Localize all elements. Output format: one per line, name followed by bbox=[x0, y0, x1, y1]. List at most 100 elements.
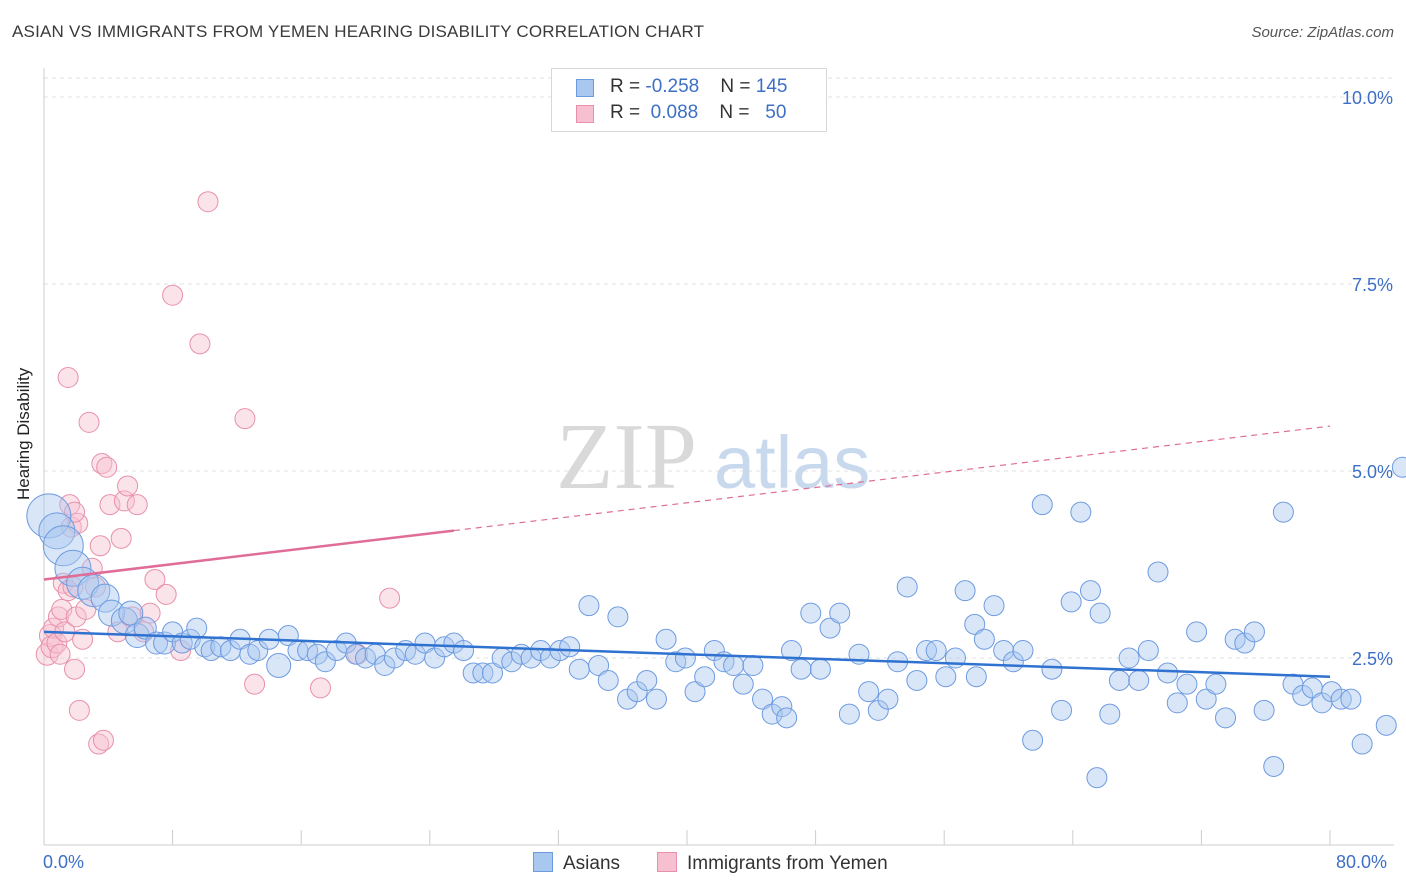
asians-point bbox=[1215, 707, 1237, 729]
asians-point bbox=[790, 658, 812, 680]
yemen-point bbox=[189, 333, 211, 355]
asians-point bbox=[965, 666, 987, 688]
yemen-trend-line-dashed bbox=[453, 425, 1331, 532]
asians-point bbox=[42, 525, 84, 567]
legend-stats-yemen: R = 0.088 N = 50 bbox=[610, 102, 786, 124]
asians-point bbox=[829, 602, 851, 624]
asians-point bbox=[153, 631, 177, 655]
legend-n-label: N = bbox=[720, 76, 756, 97]
trend-lines bbox=[43, 425, 1331, 678]
asians-point bbox=[1089, 602, 1111, 624]
yemen-point bbox=[309, 677, 331, 699]
asians-point bbox=[935, 666, 957, 688]
yemen-point bbox=[89, 535, 111, 557]
asians-point bbox=[1108, 669, 1130, 691]
asians-point bbox=[877, 688, 899, 710]
asians-point bbox=[694, 666, 716, 688]
asians-point bbox=[684, 681, 706, 703]
asians-point bbox=[645, 688, 667, 710]
legend-r-label: R = bbox=[610, 76, 646, 97]
yemen-point bbox=[244, 673, 266, 695]
yemen-point bbox=[126, 494, 148, 516]
asians-point bbox=[1157, 662, 1179, 684]
asians-point bbox=[266, 652, 292, 678]
asians-point bbox=[1041, 658, 1063, 680]
bottom-legend-asians: Asians bbox=[533, 852, 620, 875]
asians-point bbox=[186, 617, 208, 639]
asians-point bbox=[752, 688, 774, 710]
bottom-legend-label-yemen: Immigrants from Yemen bbox=[687, 853, 888, 874]
yemen-point bbox=[49, 643, 71, 665]
chart-source: Source: ZipAtlas.com bbox=[1251, 24, 1394, 41]
yemen-point bbox=[96, 456, 118, 478]
legend-n-label: N = bbox=[719, 102, 755, 123]
asians-point bbox=[1166, 692, 1188, 714]
bottom-legend-swatch-asians bbox=[533, 852, 553, 872]
asians-point bbox=[1205, 673, 1227, 695]
asians-point bbox=[723, 654, 745, 676]
legend-r-value: -0.258 bbox=[645, 76, 700, 97]
y-tick-label: 7.5% bbox=[1352, 275, 1393, 295]
asians-point bbox=[983, 595, 1005, 617]
asians-point bbox=[1060, 591, 1082, 613]
asians-point bbox=[559, 636, 581, 658]
asians-point bbox=[26, 493, 72, 539]
y-tick-label: 2.5% bbox=[1352, 649, 1393, 669]
asians-point bbox=[383, 647, 405, 669]
asians-point bbox=[800, 602, 822, 624]
asians-point bbox=[1031, 494, 1053, 516]
asians-point bbox=[1253, 699, 1275, 721]
asians-point bbox=[1195, 688, 1217, 710]
asians-point bbox=[1128, 669, 1150, 691]
legend-n-value: 145 bbox=[755, 76, 788, 97]
asians-point bbox=[38, 512, 76, 550]
asians-point bbox=[973, 628, 995, 650]
asians-point bbox=[954, 580, 976, 602]
asians-point bbox=[1022, 729, 1044, 751]
chart-title: ASIAN VS IMMIGRANTS FROM YEMEN HEARING D… bbox=[12, 22, 705, 41]
x-tick-label-max: 80.0% bbox=[1336, 852, 1388, 872]
asians-point bbox=[481, 662, 503, 684]
asians-point bbox=[636, 669, 658, 691]
series-immigrants-from-yemen bbox=[35, 191, 401, 755]
y-tick-label: 10.0% bbox=[1342, 88, 1393, 108]
asians-point bbox=[1137, 640, 1159, 662]
series-asians bbox=[26, 456, 1406, 789]
asians-point bbox=[568, 658, 590, 680]
yemen-point bbox=[144, 568, 166, 590]
asians-point bbox=[1351, 733, 1373, 755]
legend-r-value: 0.088 bbox=[650, 102, 699, 123]
yemen-point bbox=[155, 583, 177, 605]
yemen-point bbox=[84, 576, 106, 598]
asians-point bbox=[98, 599, 126, 627]
axes bbox=[43, 68, 1394, 846]
legend-swatch-yemen bbox=[576, 105, 594, 123]
asians-point bbox=[896, 576, 918, 598]
asians-point bbox=[1176, 673, 1198, 695]
asians-point bbox=[90, 583, 120, 613]
yemen-point bbox=[379, 587, 401, 609]
asians-point bbox=[1391, 456, 1406, 478]
asians-point bbox=[906, 669, 928, 691]
asians-point bbox=[1099, 703, 1121, 725]
asians-point bbox=[964, 613, 986, 635]
yemen-point bbox=[162, 284, 184, 306]
asians-point bbox=[732, 673, 754, 695]
asians-point bbox=[1375, 714, 1397, 736]
asians-trend-line bbox=[43, 630, 1331, 678]
watermark-zip: ZIP bbox=[556, 405, 697, 509]
legend-r-label: R = bbox=[610, 102, 646, 123]
yemen-point bbox=[110, 527, 132, 549]
yemen-point bbox=[117, 475, 139, 497]
asians-point bbox=[1272, 501, 1294, 523]
asians-point bbox=[1051, 699, 1073, 721]
asians-point bbox=[925, 640, 947, 662]
yemen-point bbox=[64, 658, 86, 680]
y-tick-label: 5.0% bbox=[1352, 462, 1393, 482]
legend-n-value: 50 bbox=[765, 102, 787, 123]
asians-point bbox=[1070, 501, 1092, 523]
correlation-legend: R = -0.258 N = 145 R = 0.088 N = 50 bbox=[551, 68, 827, 132]
asians-point bbox=[809, 658, 831, 680]
asians-point bbox=[771, 696, 793, 718]
